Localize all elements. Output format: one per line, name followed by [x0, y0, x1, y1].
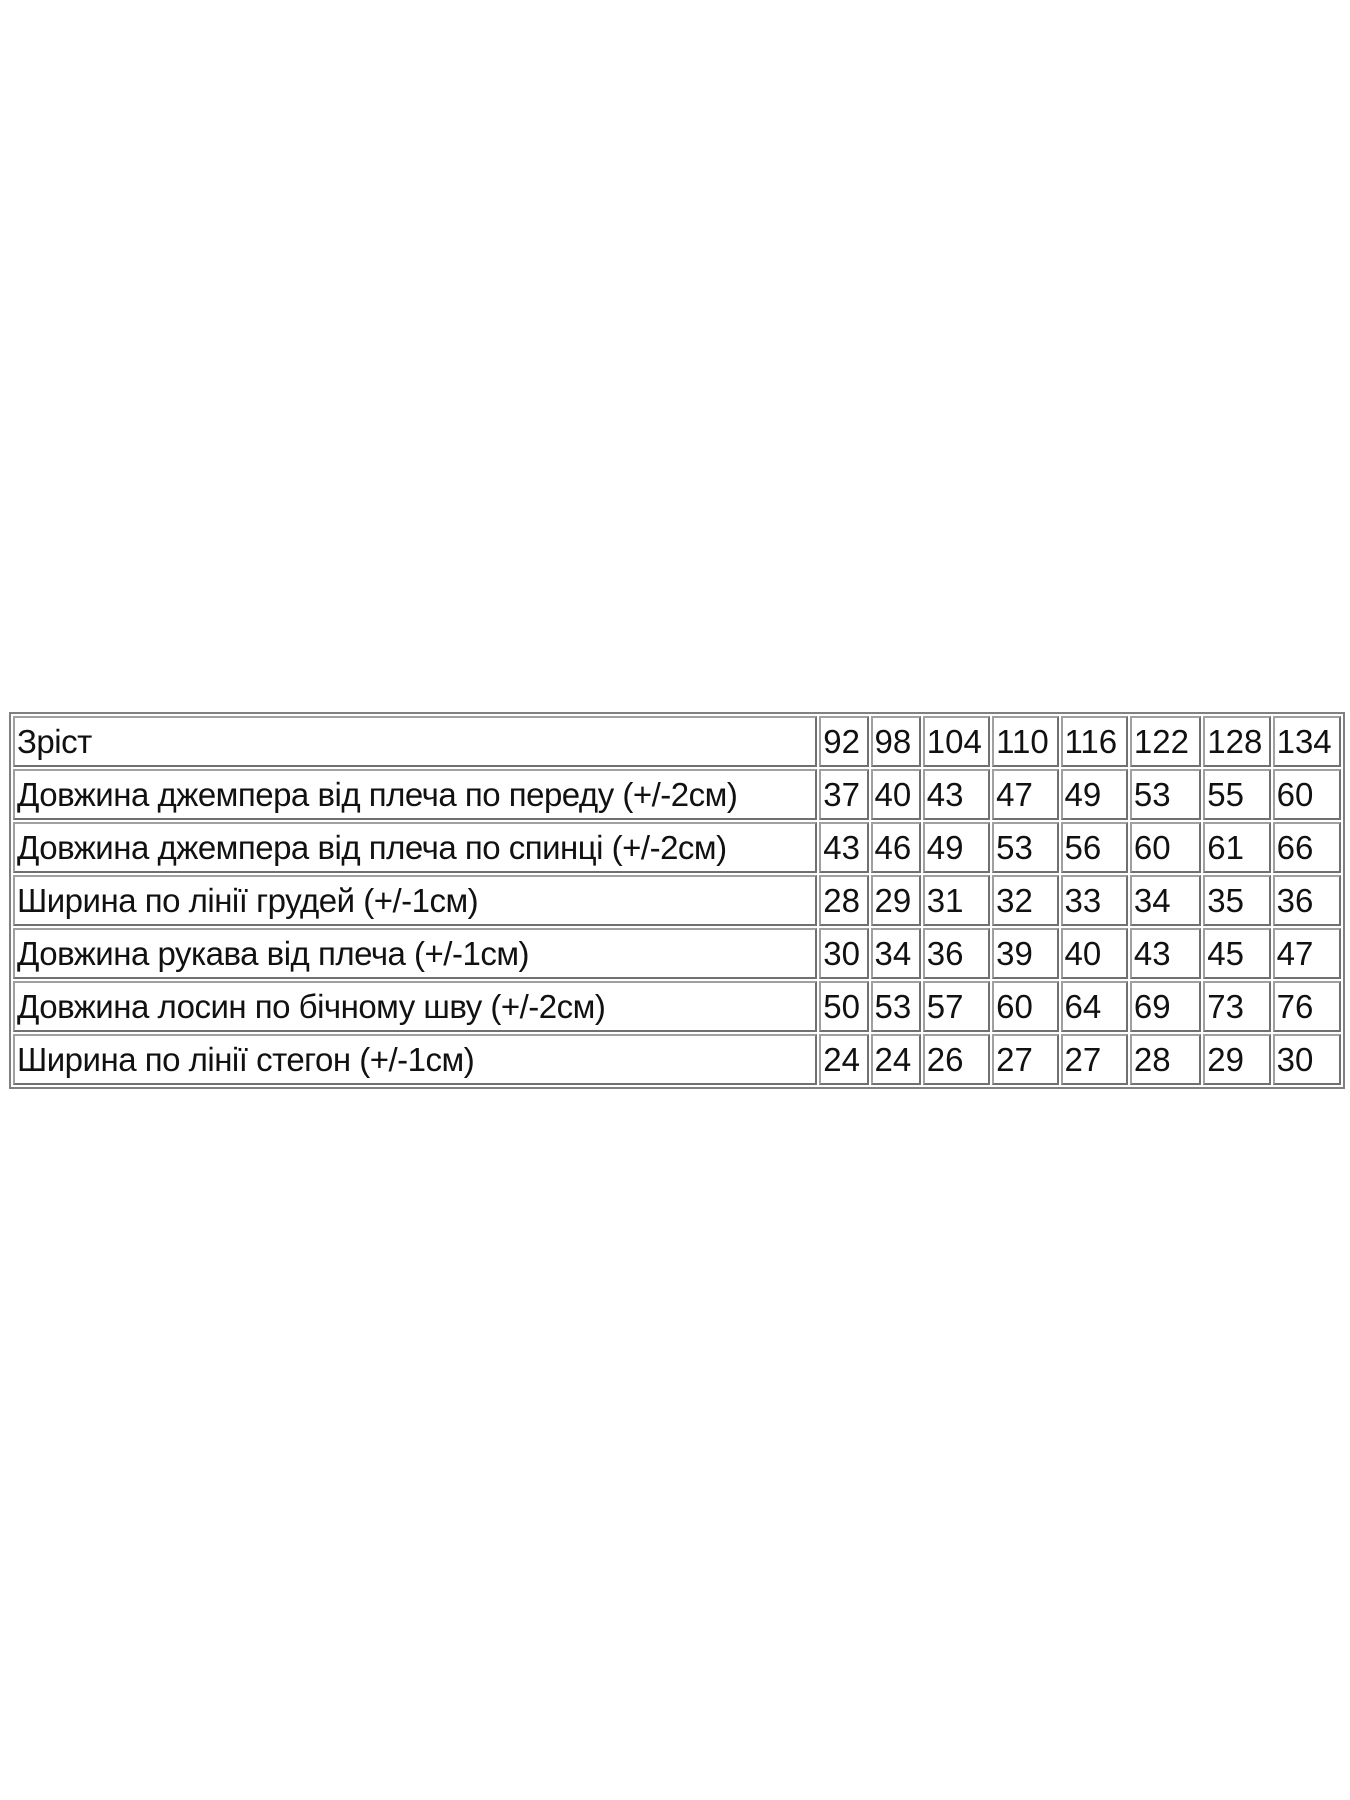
cell-value: 55 — [1203, 769, 1271, 820]
cell-value: 49 — [1060, 769, 1128, 820]
cell-value: 60 — [992, 981, 1059, 1032]
cell-value: 30 — [1272, 1034, 1341, 1085]
cell-value: 53 — [992, 822, 1059, 873]
table-row: Довжина рукава від плеча (+/-1см) 30 34 36 3… — [13, 928, 1341, 979]
cell-value: 76 — [1272, 981, 1341, 1032]
row-label: Довжина лосин по бічному шву (+/-2см) — [13, 981, 818, 1032]
cell-value: 110 — [992, 716, 1059, 767]
row-label: Довжина джемпера від плеча по спинці (+/… — [13, 822, 818, 873]
row-label: Ширина по лінії стегон (+/-1см) — [13, 1034, 818, 1085]
cell-value: 36 — [1272, 875, 1341, 926]
cell-value: 28 — [1129, 1034, 1202, 1085]
cell-value: 61 — [1203, 822, 1271, 873]
cell-value: 53 — [1129, 769, 1202, 820]
cell-value: 34 — [1129, 875, 1202, 926]
cell-value: 60 — [1272, 769, 1341, 820]
cell-value: 35 — [1203, 875, 1271, 926]
header-row: Зріст 92 98 104 110 116 122 128 134 — [13, 716, 1341, 767]
cell-value: 47 — [1272, 928, 1341, 979]
cell-value: 24 — [819, 1034, 869, 1085]
row-label: Зріст — [13, 716, 818, 767]
size-table: Зріст 92 98 104 110 116 122 128 134 Довжина джемп… — [9, 712, 1345, 1089]
cell-value: 134 — [1272, 716, 1341, 767]
cell-value: 66 — [1272, 822, 1341, 873]
row-label: Ширина по лінії грудей (+/-1см) — [13, 875, 818, 926]
cell-value: 29 — [1203, 1034, 1271, 1085]
cell-value: 60 — [1129, 822, 1202, 873]
cell-value: 34 — [870, 928, 921, 979]
cell-value: 128 — [1203, 716, 1271, 767]
cell-value: 43 — [1129, 928, 1202, 979]
cell-value: 53 — [870, 981, 921, 1032]
cell-value: 27 — [1060, 1034, 1128, 1085]
cell-value: 73 — [1203, 981, 1271, 1032]
cell-value: 33 — [1060, 875, 1128, 926]
table-row: Довжина джемпера від плеча по переду (+/… — [13, 769, 1341, 820]
cell-value: 116 — [1060, 716, 1128, 767]
table-row: Ширина по лінії грудей (+/-1см) 28 29 31 32 3… — [13, 875, 1341, 926]
cell-value: 40 — [1060, 928, 1128, 979]
row-label: Довжина рукава від плеча (+/-1см) — [13, 928, 818, 979]
cell-value: 29 — [870, 875, 921, 926]
cell-value: 64 — [1060, 981, 1128, 1032]
cell-value: 47 — [992, 769, 1059, 820]
cell-value: 31 — [922, 875, 991, 926]
row-label: Довжина джемпера від плеча по переду (+/… — [13, 769, 818, 820]
table-row: Ширина по лінії стегон (+/-1см) 24 24 26 27 2… — [13, 1034, 1341, 1085]
cell-value: 104 — [922, 716, 991, 767]
cell-value: 30 — [819, 928, 869, 979]
cell-value: 46 — [870, 822, 921, 873]
cell-value: 43 — [922, 769, 991, 820]
cell-value: 43 — [819, 822, 869, 873]
cell-value: 24 — [870, 1034, 921, 1085]
cell-value: 49 — [922, 822, 991, 873]
cell-value: 45 — [1203, 928, 1271, 979]
cell-value: 56 — [1060, 822, 1128, 873]
table-row: Довжина лосин по бічному шву (+/-2см) 50 5… — [13, 981, 1341, 1032]
cell-value: 40 — [870, 769, 921, 820]
cell-value: 39 — [992, 928, 1059, 979]
cell-value: 36 — [922, 928, 991, 979]
cell-value: 57 — [922, 981, 991, 1032]
cell-value: 69 — [1129, 981, 1202, 1032]
cell-value: 92 — [819, 716, 869, 767]
cell-value: 32 — [992, 875, 1059, 926]
cell-value: 26 — [922, 1034, 991, 1085]
cell-value: 122 — [1129, 716, 1202, 767]
table-row: Довжина джемпера від плеча по спинці (+/… — [13, 822, 1341, 873]
cell-value: 50 — [819, 981, 869, 1032]
cell-value: 98 — [870, 716, 921, 767]
cell-value: 27 — [992, 1034, 1059, 1085]
cell-value: 28 — [819, 875, 869, 926]
cell-value: 37 — [819, 769, 869, 820]
